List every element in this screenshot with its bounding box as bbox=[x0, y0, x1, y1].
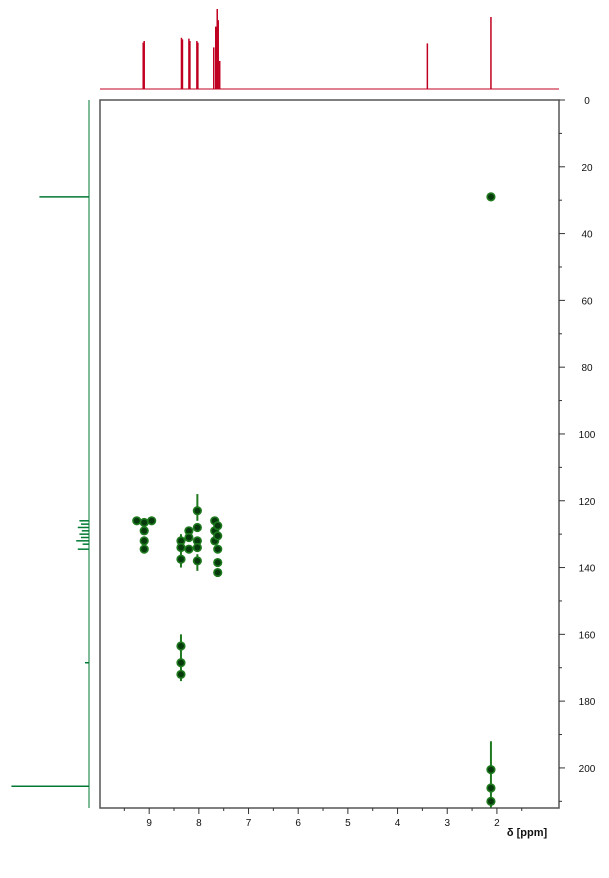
x-axis-title: δ [ppm] bbox=[507, 827, 548, 839]
y-tick-label: 60 bbox=[581, 296, 593, 307]
correlation-peak bbox=[192, 556, 202, 566]
correlation-peak bbox=[184, 544, 194, 554]
correlation-peak bbox=[176, 669, 186, 680]
correlation-peak bbox=[192, 522, 202, 533]
x-axis: 9 8 7 6 5 4 3 2 bbox=[100, 807, 559, 829]
correlation-peak bbox=[192, 506, 202, 516]
correlation-peak bbox=[139, 544, 149, 554]
y-tick-label: 0 bbox=[584, 96, 590, 107]
correlation-peak bbox=[139, 536, 149, 546]
y-tick-label: 100 bbox=[579, 430, 596, 441]
correlation-peak bbox=[184, 532, 194, 543]
correlation-peak bbox=[486, 764, 496, 775]
correlation-peak bbox=[486, 796, 496, 806]
x-tick-label: 3 bbox=[444, 818, 450, 829]
carbon-projection-spectrum bbox=[11, 100, 90, 808]
x-tick-label: 2 bbox=[494, 818, 500, 829]
plot-frame bbox=[99, 99, 560, 809]
correlation-peak bbox=[147, 516, 157, 526]
correlation-peak bbox=[176, 658, 186, 668]
y-tick-label: 120 bbox=[579, 497, 596, 508]
y-tick-label: 80 bbox=[581, 363, 593, 374]
correlation-peak bbox=[486, 783, 496, 793]
x-tick-label: 6 bbox=[295, 818, 301, 829]
proton-projection-spectrum bbox=[100, 9, 559, 90]
y-tick-label: 140 bbox=[579, 564, 596, 575]
correlation-peak bbox=[132, 516, 142, 526]
y-tick-label: 160 bbox=[579, 630, 596, 641]
correlation-peaks bbox=[132, 192, 496, 806]
correlation-peak bbox=[486, 192, 496, 202]
correlation-peak bbox=[176, 554, 186, 564]
correlation-peak bbox=[213, 567, 223, 578]
x-tick-label: 8 bbox=[196, 818, 202, 829]
y-tick-label: 180 bbox=[579, 697, 596, 708]
y-tick-label: 20 bbox=[581, 163, 593, 174]
correlation-peak bbox=[139, 517, 149, 528]
y-axis: 0 20 40 60 80 100 120 140 160 180 200 bbox=[559, 96, 596, 802]
x-tick-label: 9 bbox=[146, 818, 152, 829]
y-tick-label: 40 bbox=[581, 230, 593, 241]
correlation-peak bbox=[213, 557, 223, 568]
correlation-streaks bbox=[179, 494, 492, 808]
x-tick-label: 7 bbox=[246, 818, 252, 829]
y-tick-label: 200 bbox=[579, 764, 596, 775]
x-tick-label: 4 bbox=[395, 818, 401, 829]
correlation-peak bbox=[213, 544, 223, 554]
correlation-peak bbox=[213, 521, 223, 531]
correlation-peak bbox=[192, 542, 202, 553]
correlation-peak bbox=[176, 542, 186, 553]
correlation-peak bbox=[139, 526, 149, 536]
correlation-peak bbox=[213, 531, 223, 541]
x-tick-label: 5 bbox=[345, 818, 351, 829]
correlation-peak bbox=[176, 641, 186, 651]
